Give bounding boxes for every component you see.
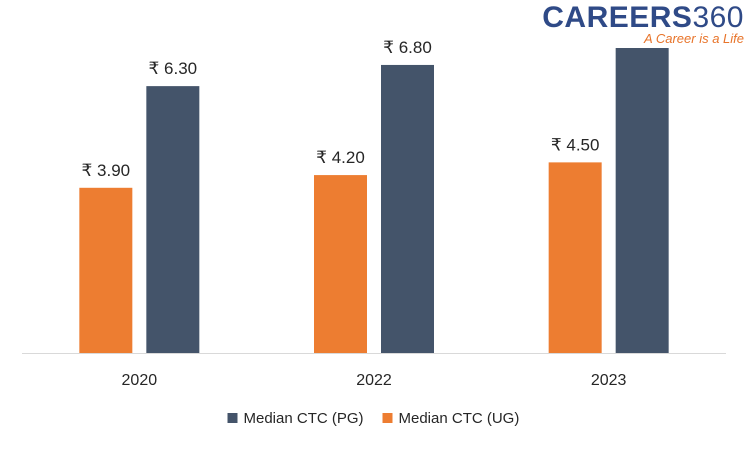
data-label-pg-2022: ₹ 6.80: [383, 38, 432, 57]
logo-brand-primary: CAREERS: [542, 1, 693, 34]
x-tick-label-2020: 2020: [122, 372, 158, 389]
data-label-pg-2020: ₹ 6.30: [149, 59, 198, 78]
bar-pg-2020: [146, 86, 200, 353]
bar-pg-2023: [615, 48, 669, 353]
bar-ug-2020: [79, 187, 133, 353]
logo-tagline: A Career is a Life: [644, 31, 744, 46]
legend-label-pg: Median CTC (PG): [244, 410, 364, 427]
bar-ug-2022: [314, 175, 367, 353]
careers360-logo: CAREERS360 A Career is a Life: [542, 2, 744, 46]
data-label-ug-2020: ₹ 3.90: [82, 161, 131, 180]
x-tick-label-2022: 2022: [356, 372, 392, 389]
bar-ug-2023: [548, 162, 602, 353]
legend-label-ug: Median CTC (UG): [399, 410, 520, 427]
data-label-ug-2022: ₹ 4.20: [316, 148, 365, 167]
legend-swatch-pg: [227, 413, 238, 423]
logo-wordmark: CAREERS360: [542, 2, 744, 34]
legend-swatch-ug: [382, 413, 393, 423]
bar-pg-2022: [381, 64, 434, 353]
logo-brand-secondary: 360: [692, 1, 744, 34]
data-label-ug-2023: ₹ 4.50: [551, 135, 600, 154]
x-tick-label-2023: 2023: [591, 372, 627, 389]
